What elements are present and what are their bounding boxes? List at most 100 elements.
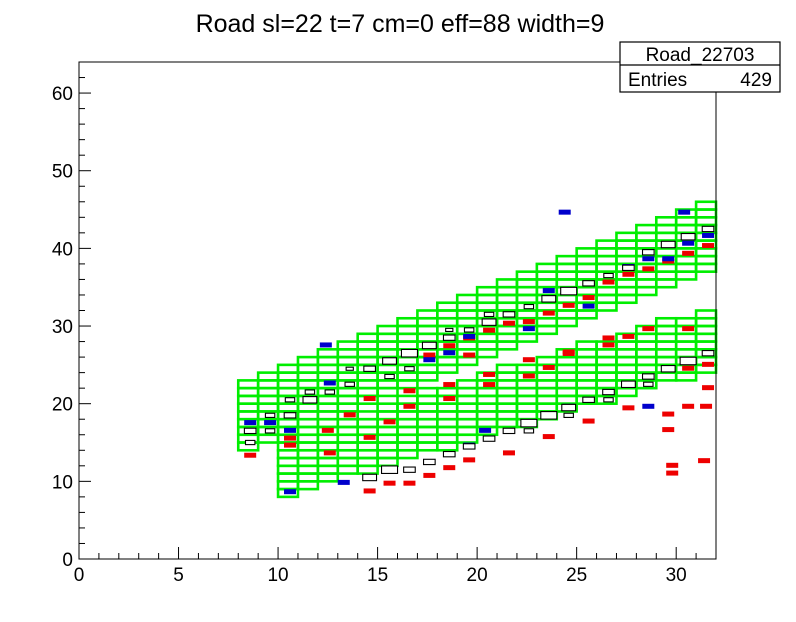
- red-hit: [698, 458, 711, 464]
- road-lower-cell: [376, 402, 399, 413]
- blue-hit: [582, 303, 595, 309]
- hit-box: [481, 318, 497, 326]
- histogram-layer: [236, 200, 718, 499]
- blue-hit: [662, 256, 675, 262]
- road-upper-cell: [396, 316, 419, 328]
- red-hit: [483, 371, 496, 377]
- hit-box: [264, 412, 276, 418]
- road-upper-cell: [615, 231, 638, 242]
- road-upper-cell: [236, 379, 260, 390]
- y-tick-label: 50: [52, 162, 73, 183]
- hit-box: [384, 373, 395, 380]
- road-upper-cell: [575, 247, 598, 258]
- road-lower-cell: [654, 316, 678, 328]
- hit-box: [362, 473, 378, 482]
- road-upper-cell: [376, 324, 399, 336]
- red-hit: [542, 310, 555, 316]
- red-hit: [542, 434, 555, 440]
- red-hit: [622, 405, 635, 411]
- hit-box: [403, 466, 416, 473]
- blue-hit: [642, 256, 655, 262]
- road-lower-cell: [495, 363, 519, 374]
- blue-hit: [642, 403, 655, 409]
- chart-title: Road sl=22 t=7 cm=0 eff=88 width=9: [196, 10, 605, 38]
- red-hit: [284, 442, 297, 448]
- red-hit: [682, 250, 695, 256]
- y-tick-label: 60: [52, 84, 73, 105]
- red-hit: [700, 403, 713, 409]
- hit-box: [603, 397, 614, 403]
- red-hit: [542, 364, 555, 370]
- red-hit: [622, 333, 635, 339]
- road-lower-cell: [674, 316, 698, 328]
- hit-box: [345, 366, 354, 371]
- road-upper-cell: [694, 200, 718, 211]
- hit-box: [620, 380, 636, 389]
- blue-hit: [702, 232, 715, 238]
- hit-box: [643, 381, 654, 387]
- hit-box: [382, 357, 397, 365]
- blue-hit: [284, 427, 297, 433]
- red-hit: [682, 365, 695, 371]
- hit-box: [680, 232, 696, 241]
- red-hit: [244, 452, 257, 458]
- road-lower-cell: [296, 425, 320, 437]
- red-hit: [502, 450, 515, 456]
- red-hit: [522, 357, 535, 363]
- x-tick-label: 10: [267, 565, 288, 586]
- y-tick-label: 40: [52, 239, 73, 260]
- hit-box: [304, 389, 316, 395]
- blue-hit: [264, 420, 277, 426]
- hit-box: [422, 458, 436, 466]
- blue-hit: [558, 209, 571, 215]
- hit-box: [302, 396, 318, 404]
- red-hit: [522, 319, 535, 325]
- hit-box: [540, 411, 558, 420]
- red-hit: [284, 435, 297, 441]
- road-lower-cell: [436, 386, 459, 398]
- y-tick-label: 0: [62, 550, 73, 571]
- hit-box: [243, 427, 257, 435]
- hit-box: [445, 327, 454, 333]
- hit-box: [404, 366, 415, 372]
- blue-hit: [522, 326, 535, 332]
- red-hit: [403, 388, 416, 394]
- stats-box-name: Road_22703: [646, 45, 755, 66]
- road-upper-cell: [515, 270, 539, 281]
- red-hit: [383, 480, 396, 486]
- red-hit: [403, 480, 416, 486]
- hit-box: [541, 295, 557, 303]
- red-hit: [463, 352, 476, 358]
- red-hit: [642, 326, 655, 332]
- red-hit: [662, 411, 675, 417]
- road-lower-cell: [356, 410, 379, 421]
- hit-box: [502, 427, 516, 435]
- red-hit: [363, 488, 376, 494]
- road-lower-cell: [694, 309, 718, 320]
- red-hit: [562, 349, 575, 355]
- hit-box: [284, 397, 296, 403]
- hit-box: [244, 439, 256, 446]
- red-hit: [702, 243, 715, 249]
- road-upper-cell: [495, 278, 519, 289]
- x-tick-label: 0: [74, 565, 85, 586]
- red-hit: [666, 462, 679, 468]
- blue-hit: [284, 489, 297, 495]
- hit-box: [603, 272, 614, 279]
- road-upper-cell: [436, 301, 459, 312]
- red-hit: [463, 457, 476, 463]
- hit-box: [679, 356, 697, 366]
- hit-box: [523, 303, 535, 310]
- hit-box: [283, 412, 297, 419]
- y-tick-label: 20: [52, 395, 73, 416]
- stats-entries-value: 429: [740, 70, 772, 91]
- stats-box: Road_22703 Entries 429: [619, 41, 781, 93]
- road-upper-cell: [296, 355, 320, 367]
- blue-hit: [463, 333, 476, 339]
- road-lower-cell: [316, 417, 340, 429]
- y-tick-label: 10: [52, 472, 73, 493]
- road-upper-cell: [276, 363, 300, 374]
- hit-box: [582, 396, 595, 404]
- road-upper-cell: [595, 239, 618, 250]
